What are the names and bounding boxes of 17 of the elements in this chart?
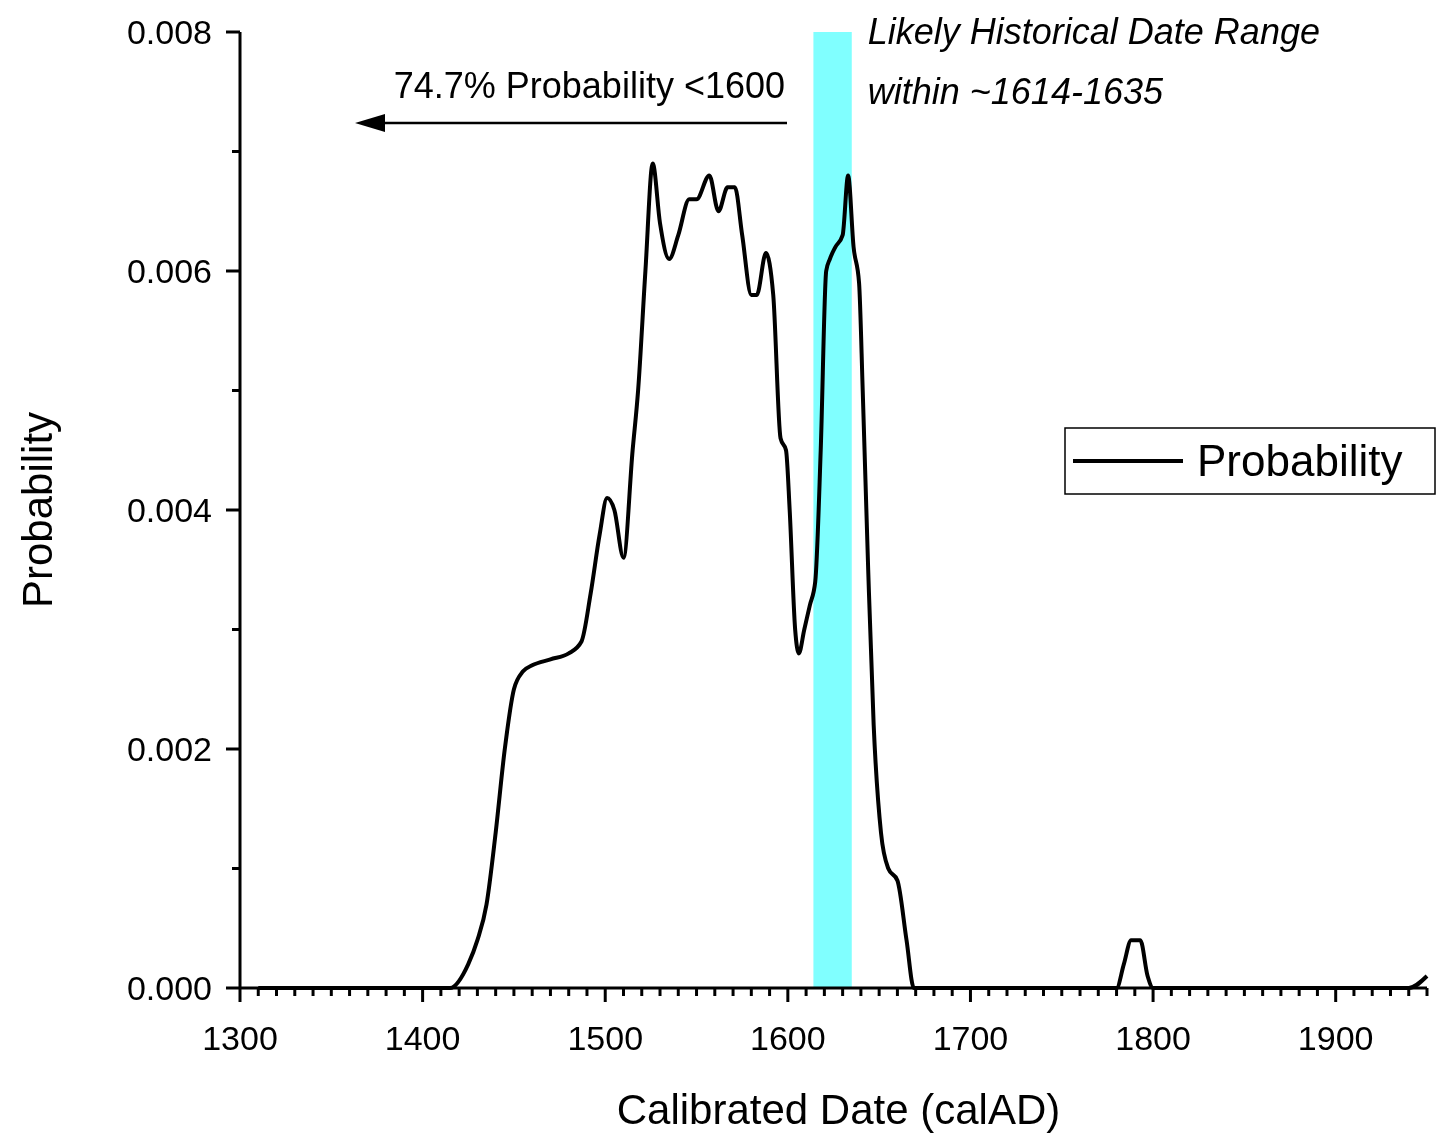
band-label: Likely Historical Date Range within ~1614-1635 — [867, 11, 1320, 112]
x-tick-label: 1700 — [932, 1019, 1009, 1057]
x-tick-label: 1300 — [202, 1019, 278, 1057]
y-tick-label: 0.004 — [126, 491, 212, 529]
annotation: 74.7% Probability <1600 — [393, 65, 785, 106]
x-tick-label: 1600 — [750, 1019, 826, 1057]
x-tick-label: 1900 — [1297, 1019, 1374, 1057]
x-tick-label: 1400 — [384, 1019, 461, 1057]
x-tick-label: 1500 — [567, 1019, 644, 1057]
y-tick-label: 0.000 — [126, 969, 212, 1007]
y-tick-label: 0.006 — [126, 252, 212, 290]
y-axis-title: Probability — [14, 411, 61, 609]
x-axis-title: Calibrated Date (calAD) — [616, 1086, 1061, 1133]
legend-label: Probability — [1197, 436, 1403, 485]
y-tick-label: 0.002 — [126, 730, 212, 768]
y-tick-label: 0.008 — [126, 13, 212, 51]
x-tick-label: 1800 — [1115, 1019, 1191, 1057]
